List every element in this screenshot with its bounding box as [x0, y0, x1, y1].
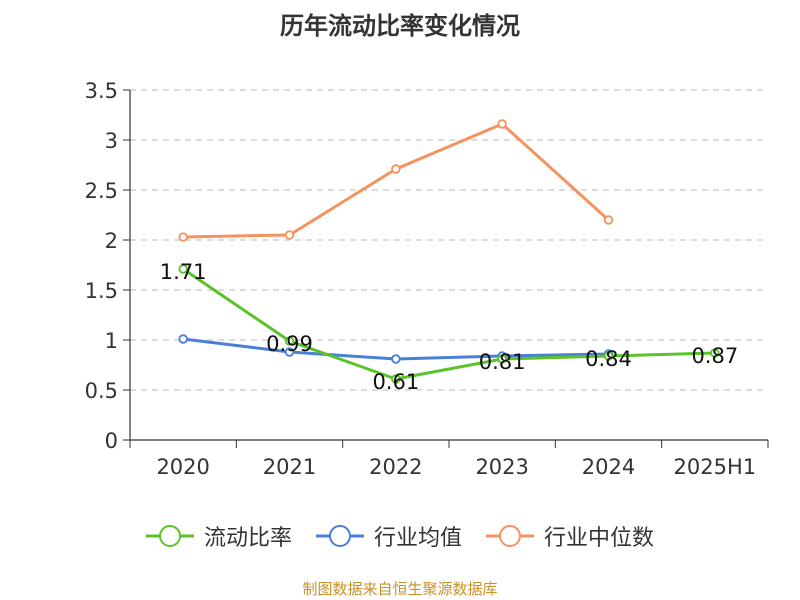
data-point	[284, 230, 295, 240]
y-tick-label: 3.5	[85, 79, 118, 103]
x-tick-label: 2021	[263, 455, 316, 479]
data-label: 0.61	[372, 370, 419, 394]
x-tick-label: 2025H1	[674, 455, 757, 479]
chart-title: 历年流动比率变化情况	[280, 12, 520, 40]
legend-marker-industry-median	[486, 525, 534, 547]
y-tick-label: 0.5	[85, 379, 118, 403]
x-tick-label: 2022	[369, 455, 422, 479]
data-label: 1.71	[160, 260, 207, 284]
data-point	[284, 347, 295, 357]
data-point	[497, 119, 507, 129]
series-line-0	[182, 267, 715, 381]
x-tick-label: 2020	[156, 455, 209, 479]
data-point	[284, 336, 295, 346]
data-label: 0.99	[266, 332, 313, 356]
y-tick-label: 3	[105, 129, 118, 153]
data-point	[603, 215, 614, 225]
legend-item-current-ratio[interactable]: 流动比率	[145, 520, 292, 552]
legend-label-current-ratio: 流动比率	[203, 526, 292, 551]
source-note: 制图数据来自恒生聚源数据库	[302, 580, 498, 598]
data-point	[710, 348, 720, 358]
y-tick-label: 0	[105, 429, 118, 453]
legend-item-industry-mean[interactable]: 行业均值	[315, 520, 462, 552]
data-point	[391, 374, 401, 384]
data-point	[178, 232, 188, 242]
data-point	[178, 334, 188, 344]
series-line-2	[183, 122, 610, 239]
legend-label-industry-mean: 行业均值	[373, 526, 462, 551]
y-tick-label: 2.5	[85, 179, 118, 203]
data-label: 0.84	[585, 347, 632, 371]
data-point	[391, 164, 401, 174]
legend-item-industry-median[interactable]: 行业中位数	[486, 520, 654, 552]
legend-marker-current-ratio	[145, 525, 194, 547]
legend-label-industry-median: 行业中位数	[544, 526, 655, 551]
data-label: 0.87	[691, 344, 738, 368]
x-tick-label: 2023	[475, 455, 528, 479]
data-point	[178, 264, 188, 274]
legend: 流动比率 行业均值 行业中位数	[0, 520, 800, 552]
legend-marker-industry-mean	[315, 525, 364, 547]
data-label: 0.81	[479, 350, 526, 374]
x-tick-label: 2024	[582, 455, 635, 479]
y-tick-label: 1.5	[85, 279, 118, 303]
data-point	[391, 354, 401, 364]
y-tick-label: 2	[105, 229, 118, 253]
data-point	[603, 351, 614, 361]
y-tick-label: 1	[105, 329, 118, 353]
data-point	[497, 354, 507, 364]
